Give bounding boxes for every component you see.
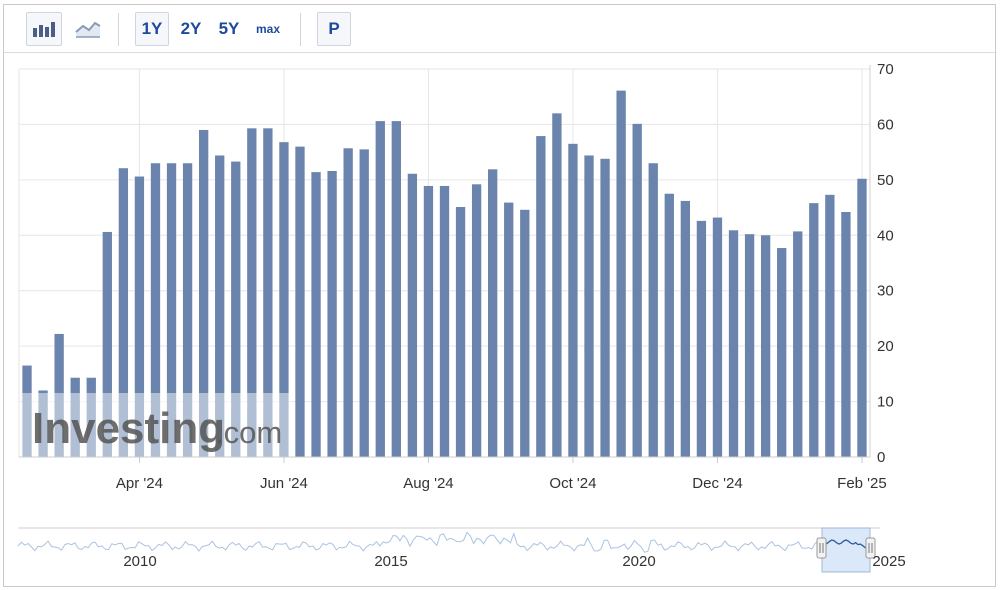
bar <box>343 148 353 457</box>
bar <box>150 163 161 457</box>
y-tick-label: 40 <box>877 227 894 244</box>
navigator-selected-series <box>821 539 871 549</box>
navigator-left-handle[interactable] <box>816 537 827 559</box>
y-axis: 0 10 20 30 40 50 60 70 <box>877 61 894 466</box>
bar <box>38 390 48 457</box>
line-chart-button[interactable] <box>70 12 106 46</box>
x-tick-label: Oct '24 <box>549 475 596 492</box>
bar <box>471 184 482 457</box>
navigator-selection[interactable] <box>821 527 871 573</box>
y-tick-label: 60 <box>877 116 894 133</box>
bar <box>70 377 80 457</box>
bar <box>504 202 514 457</box>
bar-series <box>22 90 867 458</box>
chart-toolbar: 1Y 2Y 5Y max P <box>4 5 995 53</box>
bar <box>247 128 257 457</box>
navigator[interactable]: 2010 2015 2020 2025 <box>17 527 906 573</box>
bar <box>488 169 498 457</box>
range-5y-button[interactable]: 5Y <box>218 19 240 38</box>
navigator-series <box>17 531 823 553</box>
bar <box>680 200 691 458</box>
bar-chart-button[interactable] <box>26 12 62 46</box>
bar <box>536 136 546 457</box>
bar <box>728 230 739 457</box>
range-2y-button[interactable]: 2Y <box>180 19 202 38</box>
bar-chart-icon <box>33 22 55 37</box>
bar <box>616 90 626 458</box>
bar <box>696 220 707 457</box>
bar <box>841 212 851 457</box>
navigator-year-label: 2025 <box>872 553 905 570</box>
navigator-year-label: 2010 <box>123 553 156 570</box>
bar <box>311 172 321 457</box>
bar <box>407 173 418 457</box>
bar <box>215 155 225 457</box>
x-tick-label: Dec '24 <box>692 475 742 492</box>
line-chart-icon <box>75 21 101 38</box>
bar <box>359 149 369 457</box>
bar <box>423 185 434 457</box>
y-tick-label: 50 <box>877 172 894 189</box>
bar <box>54 333 64 457</box>
bar <box>600 158 610 457</box>
bar <box>279 142 289 457</box>
bar <box>86 377 96 457</box>
y-tick-label: 30 <box>877 283 894 300</box>
navigator-right-handle[interactable] <box>865 537 876 559</box>
bar <box>295 146 305 457</box>
watermark-brand: Investing <box>32 404 225 453</box>
bar <box>552 113 562 457</box>
navigator-year-label: 2020 <box>622 553 655 570</box>
x-tick-label: Aug '24 <box>403 475 453 492</box>
x-tick-label: Jun '24 <box>260 475 308 492</box>
x-tick-label: Apr '24 <box>116 475 163 492</box>
bar <box>825 194 835 457</box>
bar <box>391 121 401 458</box>
y-tick-label: 0 <box>877 449 885 466</box>
y-tick-label: 20 <box>877 338 894 355</box>
bar <box>182 163 193 457</box>
bar <box>857 178 867 457</box>
bar <box>632 123 642 458</box>
bar <box>455 207 466 457</box>
bar <box>568 143 578 458</box>
y-tick-label: 70 <box>877 61 894 78</box>
bar <box>439 185 450 457</box>
bar <box>712 217 723 457</box>
toolbar-separator <box>300 13 301 46</box>
bar <box>520 209 530 457</box>
bar <box>22 365 32 457</box>
bar <box>584 155 594 457</box>
bar <box>327 170 337 457</box>
watermark-suffix: .com <box>215 415 282 450</box>
bar <box>263 128 273 457</box>
bar <box>648 163 658 457</box>
bar <box>102 231 112 457</box>
range-1y-button[interactable]: 1Y <box>135 12 169 46</box>
navigator-year-label: 2015 <box>374 553 407 570</box>
bar <box>198 129 209 457</box>
watermark: Investing .com <box>22 393 291 457</box>
bar <box>777 248 787 457</box>
bar <box>375 121 385 458</box>
range-max-button[interactable]: max <box>255 22 281 36</box>
bar <box>664 193 674 457</box>
bar <box>134 176 145 457</box>
watermark-overlay <box>22 393 291 457</box>
period-button[interactable]: P <box>317 12 351 46</box>
x-tick-label: Feb '25 <box>837 475 887 492</box>
bar <box>809 203 819 457</box>
bar <box>793 231 803 457</box>
bar <box>118 168 129 457</box>
bar <box>744 234 755 457</box>
x-axis: Apr '24 Jun '24 Aug '24 Oct '24 Dec '24 Feb '… <box>116 457 887 492</box>
bar <box>231 161 241 457</box>
bar <box>760 235 771 457</box>
y-tick-label: 10 <box>877 394 894 411</box>
toolbar-separator <box>118 13 119 46</box>
bar <box>166 163 177 457</box>
